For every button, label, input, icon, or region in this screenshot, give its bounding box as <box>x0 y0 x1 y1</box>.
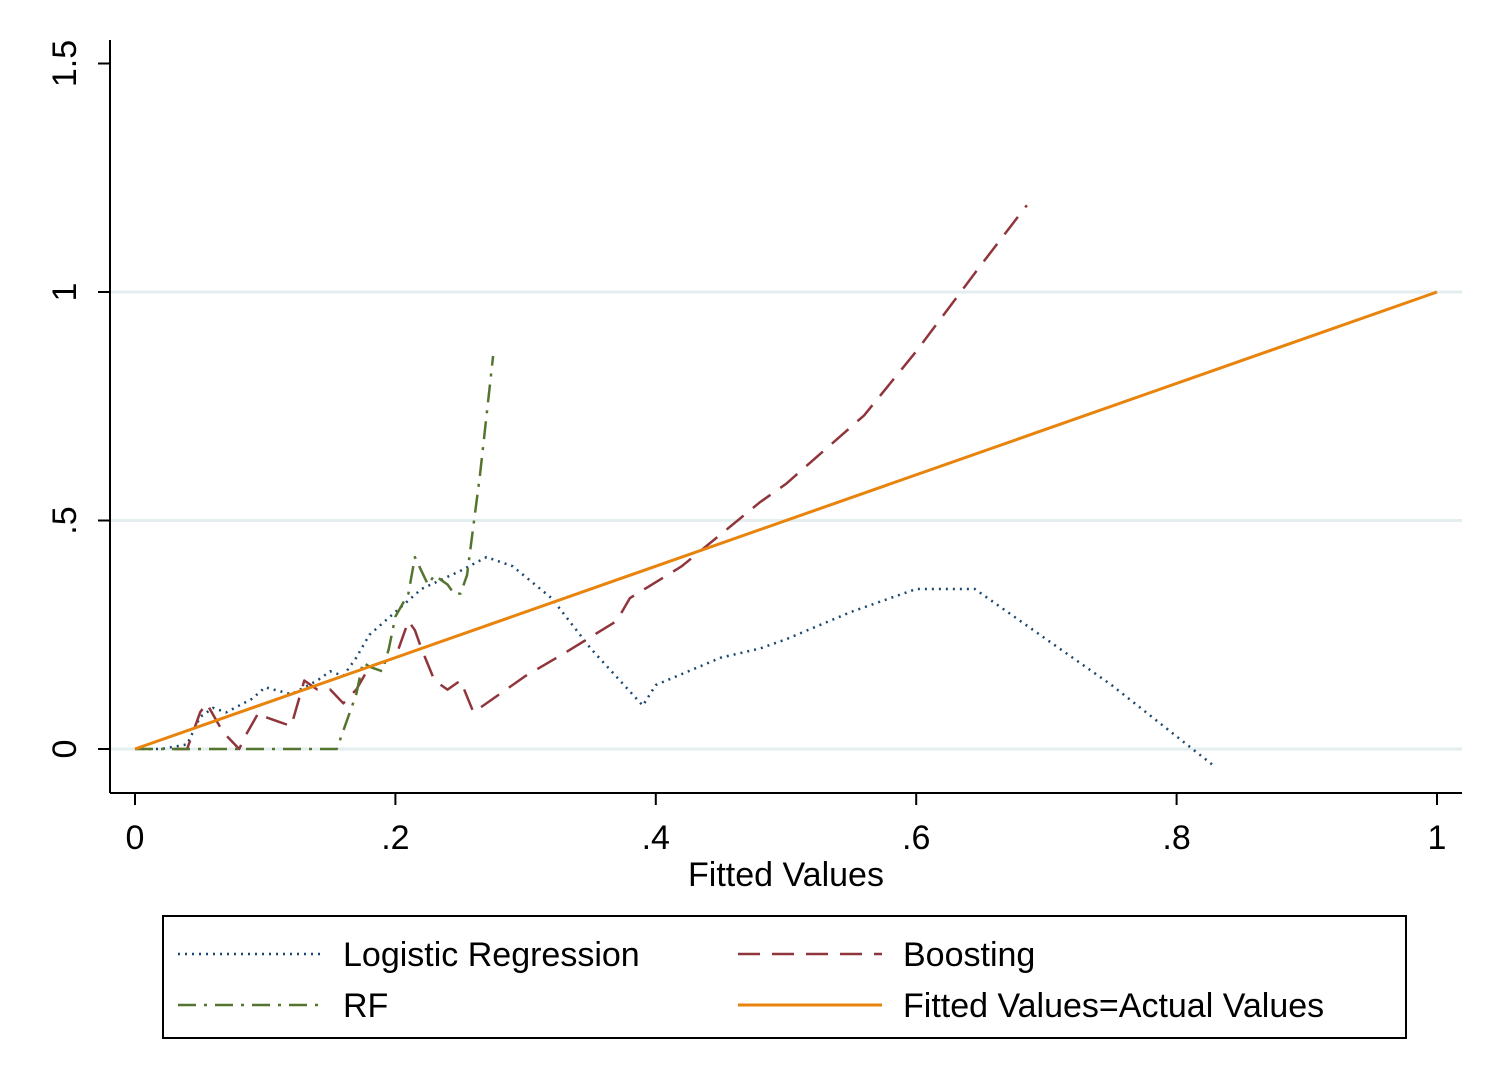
y-tick-label: 1.5 <box>46 40 84 87</box>
series-line-2 <box>135 355 495 751</box>
axes: 0 .5 1 1.5 0 .2 .4 .6 .8 1 <box>46 40 1462 857</box>
y-tick-label: 0 <box>46 740 84 759</box>
x-tick-label: .2 <box>381 819 409 857</box>
x-axis-title: Fitted Values <box>688 856 884 894</box>
legend-box <box>162 915 1407 1039</box>
x-tick-label: .6 <box>902 819 930 857</box>
x-tick-label: .4 <box>642 819 670 857</box>
series-line-0 <box>135 555 1217 769</box>
x-tick-label: 1 <box>1428 819 1447 857</box>
x-tick-label: 0 <box>126 819 145 857</box>
legend-label-1: Boosting <box>903 936 1035 974</box>
legend-label-2: RF <box>343 987 388 1025</box>
series-line-3 <box>134 290 1438 751</box>
y-tick-label: 1 <box>46 283 84 302</box>
x-tick-label: .8 <box>1162 819 1190 857</box>
legend-label-3: Fitted Values=Actual Values <box>903 987 1324 1025</box>
y-tick-label: .5 <box>46 506 84 534</box>
series-lines <box>134 204 1438 769</box>
legend: Logistic Regression Boosting RF Fitted Valu… <box>162 915 1407 1039</box>
legend-label-0: Logistic Regression <box>343 936 640 974</box>
